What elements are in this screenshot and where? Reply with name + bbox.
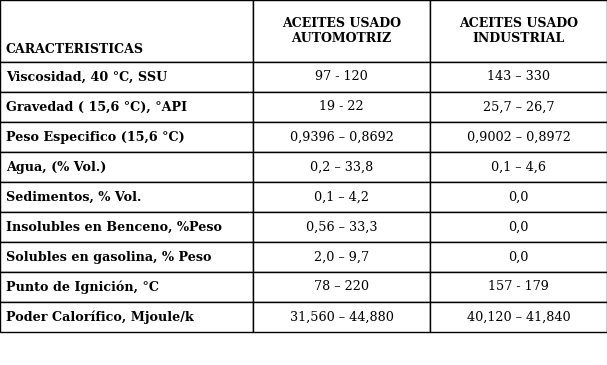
Text: Punto de Ignición, °C: Punto de Ignición, °C <box>6 280 159 294</box>
Text: 0,9002 – 0,8972: 0,9002 – 0,8972 <box>467 131 571 143</box>
Bar <box>253 92 430 122</box>
Bar <box>253 242 430 272</box>
Text: 0,0: 0,0 <box>508 191 529 204</box>
Text: 0,9396 – 0,8692: 0,9396 – 0,8692 <box>290 131 393 143</box>
Text: Agua, (% Vol.): Agua, (% Vol.) <box>6 161 106 173</box>
Bar <box>0 242 253 272</box>
Bar <box>430 92 607 122</box>
Bar <box>430 152 607 182</box>
Bar <box>253 302 430 332</box>
Bar <box>430 302 607 332</box>
Bar <box>253 182 430 212</box>
Bar <box>430 272 607 302</box>
Text: 2,0 – 9,7: 2,0 – 9,7 <box>314 250 369 264</box>
Bar <box>253 272 430 302</box>
Text: 0,1 – 4,6: 0,1 – 4,6 <box>491 161 546 173</box>
Bar <box>0 122 253 152</box>
Text: 78 – 220: 78 – 220 <box>314 280 369 293</box>
Text: 31,560 – 44,880: 31,560 – 44,880 <box>290 311 393 323</box>
Text: 25,7 – 26,7: 25,7 – 26,7 <box>483 100 554 114</box>
Bar <box>253 62 430 92</box>
Bar <box>253 0 430 62</box>
Text: 97 - 120: 97 - 120 <box>315 70 368 84</box>
Bar <box>0 152 253 182</box>
Bar <box>430 242 607 272</box>
Bar <box>0 182 253 212</box>
Text: Poder Calorífico, Mjoule/k: Poder Calorífico, Mjoule/k <box>6 310 194 324</box>
Bar <box>430 212 607 242</box>
Bar <box>253 212 430 242</box>
Bar <box>430 182 607 212</box>
Text: Viscosidad, 40 °C, SSU: Viscosidad, 40 °C, SSU <box>6 70 168 84</box>
Bar <box>0 212 253 242</box>
Bar <box>0 272 253 302</box>
Text: Peso Especifico (15,6 °C): Peso Especifico (15,6 °C) <box>6 131 185 143</box>
Bar <box>430 0 607 62</box>
Text: 40,120 – 41,840: 40,120 – 41,840 <box>467 311 571 323</box>
Text: Insolubles en Benceno, %Peso: Insolubles en Benceno, %Peso <box>6 220 222 234</box>
Bar <box>430 122 607 152</box>
Text: 0,56 – 33,3: 0,56 – 33,3 <box>306 220 377 234</box>
Bar <box>0 62 253 92</box>
Text: Solubles en gasolina, % Peso: Solubles en gasolina, % Peso <box>6 250 211 264</box>
Text: Gravedad ( 15,6 °C), °API: Gravedad ( 15,6 °C), °API <box>6 100 187 114</box>
Bar <box>0 92 253 122</box>
Text: 19 - 22: 19 - 22 <box>319 100 364 114</box>
Text: 0,1 – 4,2: 0,1 – 4,2 <box>314 191 369 204</box>
Text: 143 – 330: 143 – 330 <box>487 70 550 84</box>
Text: CARACTERISTICAS: CARACTERISTICAS <box>6 43 144 56</box>
Bar <box>253 122 430 152</box>
Text: ACEITES USADO
AUTOMOTRIZ: ACEITES USADO AUTOMOTRIZ <box>282 17 401 45</box>
Text: 0,2 – 33,8: 0,2 – 33,8 <box>310 161 373 173</box>
Text: Sedimentos, % Vol.: Sedimentos, % Vol. <box>6 191 141 204</box>
Text: ACEITES USADO
INDUSTRIAL: ACEITES USADO INDUSTRIAL <box>459 17 578 45</box>
Bar <box>430 62 607 92</box>
Text: 157 - 179: 157 - 179 <box>488 280 549 293</box>
Bar <box>253 152 430 182</box>
Text: 0,0: 0,0 <box>508 250 529 264</box>
Text: 0,0: 0,0 <box>508 220 529 234</box>
Bar <box>0 302 253 332</box>
Bar <box>0 0 253 62</box>
